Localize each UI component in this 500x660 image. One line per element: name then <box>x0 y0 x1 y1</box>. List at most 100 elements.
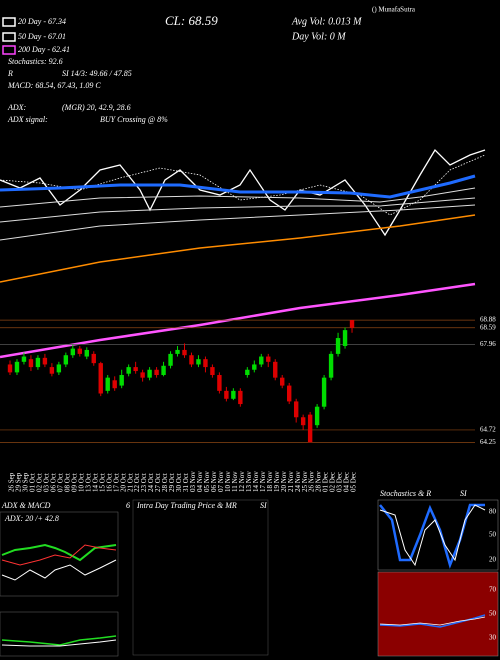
stoch-d <box>379 504 486 567</box>
candle-body <box>42 357 48 365</box>
candle-body <box>196 359 201 365</box>
stoch-panel <box>377 499 499 571</box>
candle-body <box>133 367 138 372</box>
y-tick-label: 68.59 <box>480 323 496 331</box>
x-tick-label: 17 Nov <box>259 471 267 492</box>
x-tick-label: 06 Nov <box>210 471 218 492</box>
candle-body <box>14 361 20 373</box>
x-tick-label: 30 Oct <box>175 473 183 492</box>
x-tick-label: 13 Oct <box>84 473 92 492</box>
panel-title: SI <box>260 501 267 510</box>
candle-body <box>168 353 173 366</box>
x-tick-label: 07 Nov <box>217 471 225 492</box>
candle-body <box>98 363 103 394</box>
candle-body <box>217 375 222 391</box>
candle-body <box>105 377 110 391</box>
x-tick-label: 03 Oct <box>43 473 51 492</box>
x-tick-label: 08 Oct <box>63 473 71 492</box>
ema-long <box>0 282 476 359</box>
candle-body <box>112 380 117 389</box>
x-tick-label: 14 Oct <box>91 473 99 492</box>
macd-signal <box>1 639 117 647</box>
stoch-tick: 80 <box>489 508 497 516</box>
x-tick-label: 10 Oct <box>77 473 85 492</box>
x-tick-label: 20 Nov <box>280 471 288 492</box>
x-tick-label: 28 Oct <box>161 473 169 492</box>
macd-panel <box>0 611 119 657</box>
adx-now: ADX: 20 /+ 42.8 <box>4 514 59 523</box>
candle-body <box>280 377 285 386</box>
x-tick-label: 11 Nov <box>231 471 239 492</box>
candle-body <box>293 401 299 418</box>
x-tick-label: 21 Oct <box>126 473 134 492</box>
candle-body <box>70 348 76 356</box>
rsi-tick: 30 <box>489 634 497 642</box>
legend-swatch <box>2 45 16 55</box>
x-tick-label: 18 Nov <box>266 471 274 492</box>
candle-body <box>7 364 13 373</box>
close-label: CL: 68.59 <box>165 13 218 28</box>
x-tick-label: 29 Oct <box>168 473 176 492</box>
x-tick-label: 17 Oct <box>112 473 120 492</box>
candle-body <box>224 390 229 399</box>
panel-title: Intra Day Trading Price & MR <box>136 501 237 510</box>
legend-swatch <box>2 32 16 42</box>
rsi-white <box>379 616 486 626</box>
candle-body <box>35 357 41 368</box>
rsi-r: R <box>7 69 13 78</box>
x-tick-label: 04 Dec <box>343 472 351 492</box>
candle-body <box>314 406 320 426</box>
x-tick-label: 25 Nov <box>301 471 309 492</box>
x-tick-label: 05 Dec <box>350 472 358 492</box>
x-tick-label: 03 Dec <box>336 472 344 492</box>
legend-label: 20 Day - 67.34 <box>18 17 66 26</box>
x-tick-label: 02 Dec <box>329 472 337 492</box>
candle-body <box>175 349 180 354</box>
panel-title: SI <box>460 489 467 498</box>
candle-body <box>77 348 82 354</box>
candle-body <box>140 372 145 378</box>
panel-title: ADX & MACD <box>1 501 51 510</box>
candle-body <box>245 369 250 376</box>
candle-body <box>252 364 257 370</box>
x-tick-label: 29 Sep <box>15 472 23 492</box>
candle-body <box>161 365 166 376</box>
panel-title: Stochastics & R <box>380 489 431 498</box>
legend-label: 200 Day - 62.41 <box>18 45 70 54</box>
day-vol: Day Vol: 0 M <box>291 31 346 42</box>
x-tick-label: 07 Oct <box>56 473 64 492</box>
x-tick-label: 24 Oct <box>147 473 155 492</box>
y-tick-label: 67.96 <box>480 340 496 348</box>
x-tick-label: 14 Nov <box>252 471 260 492</box>
rsi-panel <box>377 571 499 657</box>
candle-body <box>349 320 355 328</box>
y-tick-label: 64.72 <box>480 426 496 434</box>
x-tick-label: 02 Oct <box>36 473 44 492</box>
rsi-tick: 70 <box>489 586 497 594</box>
x-tick-label: 23 Oct <box>140 473 148 492</box>
source: () MunafaSutra <box>372 6 416 14</box>
candle-body <box>189 355 194 365</box>
stoch-tick: 50 <box>489 531 497 539</box>
adx-values: (MGR) 20, 42.9, 28.6 <box>62 103 131 112</box>
adx-red <box>1 544 117 566</box>
legend-label: 50 Day - 67.01 <box>18 32 66 41</box>
ema-200 <box>0 214 476 283</box>
intraday-panel <box>132 499 269 656</box>
ema-50 <box>0 187 476 208</box>
candle-body <box>147 369 152 378</box>
candle-body <box>307 414 313 443</box>
candle-body <box>49 367 55 374</box>
candle-body <box>182 349 187 356</box>
candle-body <box>126 367 131 374</box>
adx-white <box>1 559 117 581</box>
x-tick-label: 01 Dec <box>322 472 330 492</box>
x-tick-label: 13 Nov <box>245 471 253 492</box>
x-tick-label: 10 Nov <box>224 471 232 492</box>
candle-body <box>119 375 124 386</box>
candle-body <box>21 356 27 362</box>
x-tick-label: 12 Nov <box>238 471 246 492</box>
x-tick-label: 20 Oct <box>119 473 127 492</box>
x-tick-label: 01 Oct <box>29 473 37 492</box>
x-tick-label: 22 Oct <box>133 473 141 492</box>
